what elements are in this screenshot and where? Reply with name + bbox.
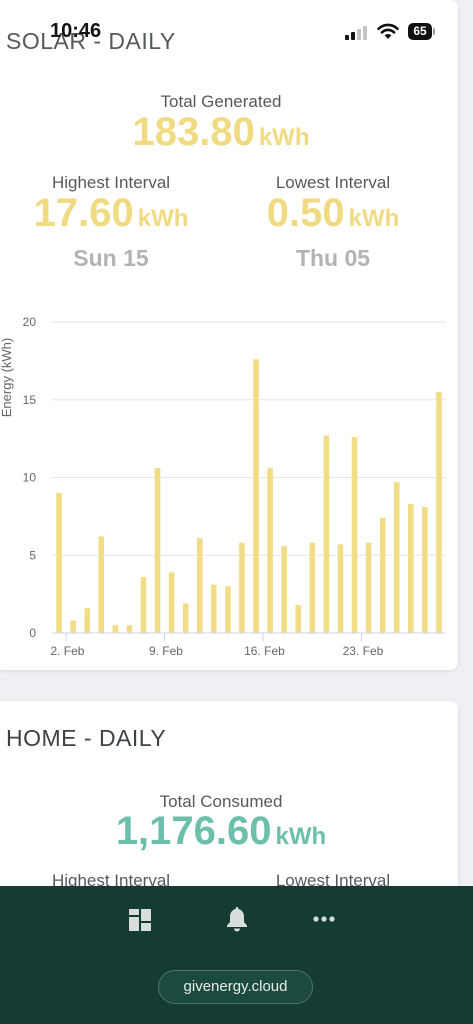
- bar: [84, 608, 90, 633]
- total-generated-label: Total Generated: [160, 92, 282, 111]
- bar: [267, 468, 273, 633]
- y-tick-label: 0: [29, 626, 36, 640]
- bar: [281, 545, 287, 633]
- bar: [140, 577, 147, 633]
- home-lowest-interval-label: Lowest Interval: [275, 871, 391, 890]
- lowest-interval-unit: kWh: [348, 205, 400, 232]
- wifi-icon: [377, 23, 399, 39]
- bell-icon[interactable]: [226, 906, 248, 932]
- bar: [323, 435, 330, 633]
- bar: [196, 538, 203, 633]
- lowest-interval-day: Thu 05: [295, 245, 371, 271]
- total-consumed-value: 1,176.60 kWh: [0, 809, 442, 854]
- y-tick-label: 10: [23, 471, 37, 485]
- highest-interval-unit: kWh: [137, 205, 189, 232]
- bar: [126, 625, 133, 633]
- bar: [393, 482, 400, 633]
- url-pill[interactable]: givenergy.cloud: [158, 970, 313, 1004]
- solar-daily-card: SOLAR - DAILY Total Generated 183.80 kWh …: [0, 0, 458, 670]
- x-tick-label: 23. Feb: [343, 644, 384, 658]
- status-clock: 10:46: [50, 20, 102, 42]
- highest-interval-day: Sun 15: [73, 245, 149, 271]
- total-consumed-number: 1,176.60: [115, 809, 272, 853]
- bar: [337, 544, 344, 633]
- home-highest-interval-label: Highest Interval: [51, 871, 171, 890]
- bar: [168, 572, 175, 633]
- bar: [182, 603, 189, 633]
- total-generated-value: 183.80 kWh: [0, 110, 442, 155]
- highest-interval-value: 17.60 kWh: [0, 191, 222, 236]
- bar: [379, 517, 386, 633]
- bar: [351, 437, 358, 633]
- bottom-navigation-bar: givenergy.cloud: [0, 886, 473, 1024]
- bar: [211, 584, 217, 633]
- bar: [70, 620, 76, 633]
- bar: [154, 468, 161, 633]
- dashboard-icon[interactable]: [129, 909, 151, 931]
- y-tick-label: 5: [29, 548, 36, 562]
- total-generated-number: 183.80: [132, 110, 255, 154]
- total-consumed-label: Total Consumed: [159, 792, 283, 811]
- solar-card-title: SOLAR - DAILY: [6, 28, 176, 54]
- solar-energy-chart: 0 5 10 15 20 Energy (kWh) 2. Feb 9. Feb 16. Feb 2…: [0, 315, 446, 658]
- highest-interval-number: 17.60: [33, 191, 134, 235]
- x-tick-label: 2. Feb: [50, 644, 84, 658]
- y-tick-label: 20: [23, 315, 37, 329]
- x-tick-label: 16. Feb: [244, 644, 285, 658]
- bar: [112, 625, 119, 633]
- battery-level: 65: [408, 23, 432, 40]
- y-tick-label: 15: [23, 393, 37, 407]
- lowest-interval-label: Lowest Interval: [275, 173, 391, 192]
- bar: [98, 536, 105, 633]
- lowest-interval-number: 0.50: [266, 191, 345, 235]
- lowest-interval-value: 0.50 kWh: [222, 191, 444, 236]
- highest-interval-label: Highest Interval: [51, 173, 171, 192]
- bar: [225, 586, 231, 633]
- bar: [408, 503, 414, 633]
- bar: [436, 391, 442, 633]
- bar: [239, 542, 245, 633]
- total-generated-unit: kWh: [258, 124, 310, 151]
- cellular-signal-icon: [345, 26, 367, 40]
- home-daily-card: HOME - DAILY Total Consumed 1,176.60 kWh …: [0, 701, 458, 901]
- y-axis-label: Energy (kWh): [0, 338, 14, 417]
- bar: [295, 605, 302, 633]
- status-bar: 10:46 65: [0, 0, 473, 60]
- battery-icon: 65: [408, 23, 435, 40]
- bar: [253, 359, 259, 633]
- x-tick-label: 9. Feb: [149, 644, 183, 658]
- bar: [422, 507, 428, 633]
- bar: [365, 542, 372, 633]
- more-icon[interactable]: [313, 916, 335, 922]
- bar: [309, 542, 316, 633]
- total-consumed-unit: kWh: [275, 823, 327, 850]
- home-card-title: HOME - DAILY: [6, 725, 167, 751]
- bar: [56, 493, 62, 633]
